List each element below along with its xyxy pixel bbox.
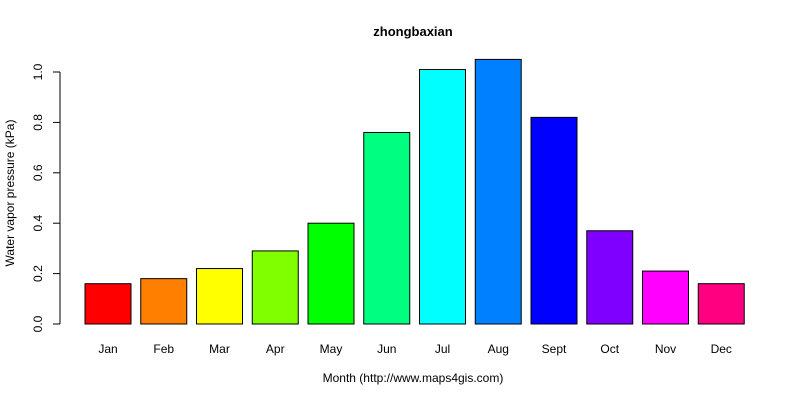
y-tick-label: 0.8 bbox=[31, 114, 45, 131]
x-tick-label: Aug bbox=[488, 342, 509, 356]
x-tick-label: Sept bbox=[542, 342, 567, 356]
bars bbox=[84, 58, 745, 325]
y-tick-label: 0.4 bbox=[31, 215, 45, 232]
x-tick-label: Dec bbox=[711, 342, 732, 356]
y-tick-label: 0.6 bbox=[31, 164, 45, 181]
x-axis-tick-labels: Jan Feb Mar Apr May Jun Jul Aug Sept Oct Nov Dec bbox=[98, 342, 732, 356]
bar-feb bbox=[140, 278, 188, 325]
chart-title: zhongbaxian bbox=[373, 24, 453, 39]
x-tick-label: Feb bbox=[153, 342, 174, 356]
bar-oct bbox=[586, 230, 634, 325]
y-axis-ticks: 0.0 0.2 0.4 0.6 0.8 1.0 bbox=[31, 63, 60, 332]
y-tick-label: 0.0 bbox=[31, 315, 45, 332]
x-tick-label: Jun bbox=[377, 342, 396, 356]
x-tick-label: Mar bbox=[209, 342, 230, 356]
bar-apr bbox=[251, 250, 299, 325]
bar-dec bbox=[697, 283, 745, 325]
y-tick-label: 1.0 bbox=[31, 63, 45, 80]
bar-nov bbox=[642, 270, 689, 325]
bar-may bbox=[307, 222, 355, 325]
x-tick-label: Nov bbox=[655, 342, 676, 356]
x-axis-label: Month (http://www.maps4gis.com) bbox=[323, 371, 504, 385]
y-axis-label: Water vapor pressure (kPa) bbox=[3, 120, 17, 267]
bar-mar bbox=[196, 268, 243, 325]
x-tick-label: Jan bbox=[98, 342, 117, 356]
x-tick-label: Jul bbox=[435, 342, 450, 356]
bar-jul bbox=[419, 68, 466, 325]
bar-jan bbox=[84, 283, 132, 325]
bar-aug bbox=[474, 58, 522, 325]
bar-jun bbox=[363, 131, 411, 325]
bar-sept bbox=[530, 116, 578, 325]
x-tick-label: May bbox=[320, 342, 343, 356]
x-tick-label: Apr bbox=[266, 342, 285, 356]
y-tick-label: 0.2 bbox=[31, 265, 45, 282]
x-tick-label: Oct bbox=[600, 342, 619, 356]
